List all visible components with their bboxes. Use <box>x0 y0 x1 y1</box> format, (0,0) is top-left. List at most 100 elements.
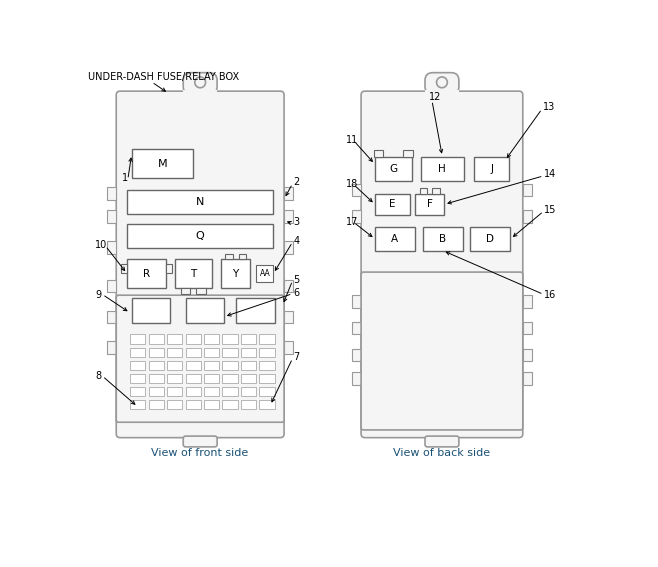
FancyBboxPatch shape <box>425 436 459 447</box>
Bar <box>166 264 172 273</box>
Bar <box>186 348 201 357</box>
Text: 3: 3 <box>293 217 299 227</box>
Text: T: T <box>190 269 196 278</box>
Bar <box>107 187 116 200</box>
Bar <box>204 400 219 409</box>
Bar <box>239 253 246 259</box>
Bar <box>130 348 145 357</box>
Bar <box>222 335 238 344</box>
Text: D: D <box>486 234 494 244</box>
Bar <box>222 387 238 396</box>
Text: 8: 8 <box>95 371 101 381</box>
Bar <box>196 288 205 294</box>
Bar <box>118 307 282 426</box>
Text: 15: 15 <box>544 205 557 215</box>
Text: 14: 14 <box>544 170 557 179</box>
Bar <box>374 150 384 156</box>
Bar <box>259 387 275 396</box>
FancyBboxPatch shape <box>361 91 523 438</box>
Bar <box>421 156 463 181</box>
Bar <box>186 387 201 396</box>
Bar <box>415 193 444 215</box>
Bar <box>127 190 273 214</box>
Bar <box>352 349 361 361</box>
Bar <box>241 348 257 357</box>
FancyBboxPatch shape <box>183 436 217 447</box>
Bar <box>375 156 412 181</box>
Bar <box>130 400 145 409</box>
Bar <box>222 348 238 357</box>
Bar <box>284 311 293 323</box>
Bar <box>127 259 166 288</box>
Bar <box>167 348 182 357</box>
Bar <box>236 298 275 323</box>
Bar <box>241 361 257 370</box>
Text: 16: 16 <box>544 290 557 300</box>
FancyBboxPatch shape <box>361 272 523 430</box>
Text: Q: Q <box>196 231 205 241</box>
Bar <box>425 90 459 98</box>
Bar <box>186 335 201 344</box>
Bar <box>284 210 293 223</box>
Bar <box>432 188 440 193</box>
Bar <box>149 387 164 396</box>
Bar <box>167 387 182 396</box>
Text: N: N <box>196 197 205 207</box>
Text: 7: 7 <box>293 352 299 362</box>
Bar <box>167 400 182 409</box>
Bar <box>186 374 201 383</box>
Bar <box>375 193 411 215</box>
Bar <box>523 322 532 335</box>
Bar <box>523 210 532 223</box>
Bar <box>204 374 219 383</box>
Bar <box>132 149 193 178</box>
Bar <box>474 156 509 181</box>
FancyBboxPatch shape <box>116 295 284 422</box>
Text: 9: 9 <box>95 290 101 300</box>
Text: B: B <box>439 234 446 244</box>
Bar <box>222 374 238 383</box>
Bar <box>149 374 164 383</box>
Bar <box>127 223 273 248</box>
Bar <box>130 387 145 396</box>
Bar <box>130 361 145 370</box>
Bar <box>352 322 361 335</box>
Text: H: H <box>438 164 446 174</box>
Text: 2: 2 <box>293 177 299 187</box>
Text: 12: 12 <box>429 92 442 102</box>
Text: 1: 1 <box>122 173 128 183</box>
Bar <box>167 374 182 383</box>
Bar <box>107 242 116 253</box>
Bar <box>204 361 219 370</box>
Bar <box>186 298 224 323</box>
Text: View of front side: View of front side <box>151 448 248 458</box>
Text: E: E <box>390 200 396 209</box>
Bar <box>204 348 219 357</box>
Bar <box>181 288 190 294</box>
Bar <box>352 295 361 307</box>
Bar <box>225 253 232 259</box>
FancyBboxPatch shape <box>183 73 217 94</box>
Bar <box>422 227 463 251</box>
FancyBboxPatch shape <box>116 91 284 438</box>
FancyBboxPatch shape <box>425 73 459 94</box>
Text: A: A <box>392 234 399 244</box>
Bar <box>175 259 212 288</box>
Text: 5: 5 <box>293 275 299 285</box>
Text: 18: 18 <box>345 179 358 189</box>
Bar <box>149 400 164 409</box>
Bar <box>107 210 116 223</box>
Bar <box>130 374 145 383</box>
Bar <box>132 298 170 323</box>
Bar <box>241 387 257 396</box>
Text: G: G <box>390 164 397 174</box>
Bar <box>183 90 217 98</box>
Bar <box>167 361 182 370</box>
Text: 6: 6 <box>293 288 299 298</box>
Bar <box>523 295 532 307</box>
Bar <box>241 374 257 383</box>
Text: View of back side: View of back side <box>393 448 490 458</box>
Bar <box>204 387 219 396</box>
Bar <box>204 335 219 344</box>
Bar <box>259 348 275 357</box>
